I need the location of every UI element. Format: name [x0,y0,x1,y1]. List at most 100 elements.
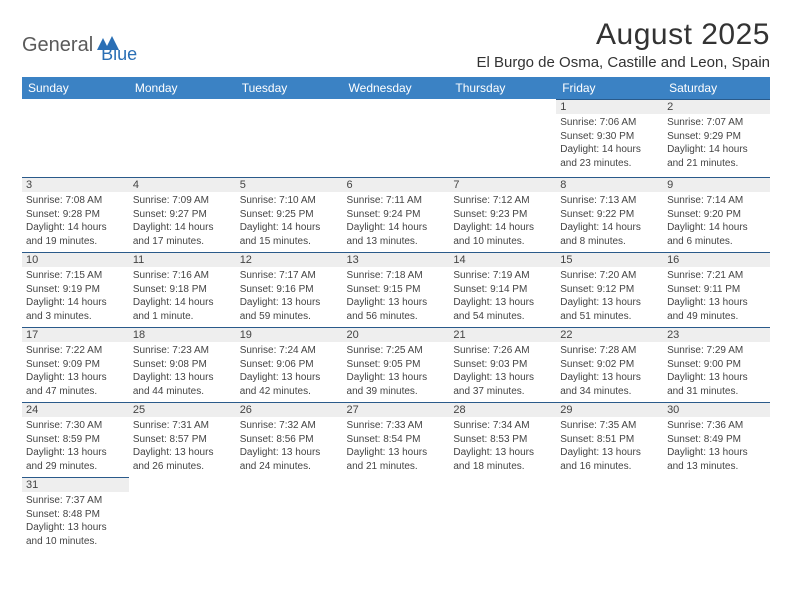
day-number: 16 [663,252,770,267]
sunrise-text: Sunrise: 7:11 AM [347,194,446,208]
empty-cell [449,477,556,555]
sunset-text: Sunset: 9:00 PM [667,358,766,372]
sunrise-text: Sunrise: 7:22 AM [26,344,125,358]
sunset-text: Sunset: 9:14 PM [453,283,552,297]
day-info: Sunrise: 7:19 AMSunset: 9:14 PMDaylight:… [449,267,556,327]
month-title: August 2025 [476,18,770,52]
sunset-text: Sunset: 9:16 PM [240,283,339,297]
daylight-text-2: and 18 minutes. [453,460,552,474]
sunrise-text: Sunrise: 7:28 AM [560,344,659,358]
calendar-cell: 31Sunrise: 7:37 AMSunset: 8:48 PMDayligh… [22,477,129,555]
sunset-text: Sunset: 9:23 PM [453,208,552,222]
daylight-text-2: and 13 minutes. [667,460,766,474]
daylight-text-2: and 13 minutes. [347,235,446,249]
day-info: Sunrise: 7:07 AMSunset: 9:29 PMDaylight:… [663,114,770,174]
daylight-text-1: Daylight: 14 hours [347,221,446,235]
sunset-text: Sunset: 8:53 PM [453,433,552,447]
sunrise-text: Sunrise: 7:34 AM [453,419,552,433]
calendar-cell: 6Sunrise: 7:11 AMSunset: 9:24 PMDaylight… [343,177,450,252]
day-number: 21 [449,327,556,342]
day-number: 29 [556,402,663,417]
calendar-cell [663,477,770,555]
sunset-text: Sunset: 8:49 PM [667,433,766,447]
daylight-text-1: Daylight: 14 hours [560,221,659,235]
sunset-text: Sunset: 9:25 PM [240,208,339,222]
title-block: August 2025 El Burgo de Osma, Castille a… [476,18,770,71]
calendar-cell: 28Sunrise: 7:34 AMSunset: 8:53 PMDayligh… [449,402,556,477]
calendar-cell [236,99,343,177]
empty-cell [449,99,556,177]
calendar-table: Sunday Monday Tuesday Wednesday Thursday… [22,77,770,555]
daylight-text-1: Daylight: 13 hours [26,521,125,535]
day-header: Sunday [22,77,129,99]
calendar-cell [129,477,236,555]
calendar-cell: 17Sunrise: 7:22 AMSunset: 9:09 PMDayligh… [22,327,129,402]
sunrise-text: Sunrise: 7:14 AM [667,194,766,208]
calendar-cell: 16Sunrise: 7:21 AMSunset: 9:11 PMDayligh… [663,252,770,327]
empty-cell [236,99,343,177]
sunrise-text: Sunrise: 7:16 AM [133,269,232,283]
day-number: 18 [129,327,236,342]
sunrise-text: Sunrise: 7:13 AM [560,194,659,208]
day-number: 19 [236,327,343,342]
daylight-text-2: and 15 minutes. [240,235,339,249]
calendar-row: 3Sunrise: 7:08 AMSunset: 9:28 PMDaylight… [22,177,770,252]
calendar-row: 10Sunrise: 7:15 AMSunset: 9:19 PMDayligh… [22,252,770,327]
daylight-text-2: and 24 minutes. [240,460,339,474]
day-number: 7 [449,177,556,192]
day-info: Sunrise: 7:13 AMSunset: 9:22 PMDaylight:… [556,192,663,252]
sunset-text: Sunset: 9:08 PM [133,358,232,372]
daylight-text-2: and 49 minutes. [667,310,766,324]
daylight-text-1: Daylight: 14 hours [133,221,232,235]
day-number: 30 [663,402,770,417]
day-info: Sunrise: 7:14 AMSunset: 9:20 PMDaylight:… [663,192,770,252]
day-number: 12 [236,252,343,267]
sunrise-text: Sunrise: 7:18 AM [347,269,446,283]
daylight-text-2: and 34 minutes. [560,385,659,399]
daylight-text-1: Daylight: 14 hours [133,296,232,310]
sunrise-text: Sunrise: 7:15 AM [26,269,125,283]
daylight-text-1: Daylight: 13 hours [347,446,446,460]
daylight-text-2: and 21 minutes. [667,157,766,171]
daylight-text-2: and 47 minutes. [26,385,125,399]
day-info: Sunrise: 7:29 AMSunset: 9:00 PMDaylight:… [663,342,770,402]
day-number: 20 [343,327,450,342]
daylight-text-1: Daylight: 14 hours [667,143,766,157]
sunset-text: Sunset: 9:09 PM [26,358,125,372]
daylight-text-2: and 37 minutes. [453,385,552,399]
sunset-text: Sunset: 9:06 PM [240,358,339,372]
daylight-text-1: Daylight: 13 hours [667,371,766,385]
daylight-text-1: Daylight: 14 hours [667,221,766,235]
calendar-cell: 10Sunrise: 7:15 AMSunset: 9:19 PMDayligh… [22,252,129,327]
sunrise-text: Sunrise: 7:33 AM [347,419,446,433]
day-info: Sunrise: 7:22 AMSunset: 9:09 PMDaylight:… [22,342,129,402]
day-info: Sunrise: 7:25 AMSunset: 9:05 PMDaylight:… [343,342,450,402]
day-info: Sunrise: 7:21 AMSunset: 9:11 PMDaylight:… [663,267,770,327]
daylight-text-2: and 51 minutes. [560,310,659,324]
sunrise-text: Sunrise: 7:35 AM [560,419,659,433]
sunset-text: Sunset: 9:29 PM [667,130,766,144]
calendar-cell [343,477,450,555]
calendar-cell [343,99,450,177]
calendar-row: 17Sunrise: 7:22 AMSunset: 9:09 PMDayligh… [22,327,770,402]
day-info: Sunrise: 7:06 AMSunset: 9:30 PMDaylight:… [556,114,663,174]
logo-text-blue: Blue [101,44,137,65]
day-number: 25 [129,402,236,417]
daylight-text-1: Daylight: 13 hours [667,446,766,460]
day-number: 28 [449,402,556,417]
daylight-text-2: and 44 minutes. [133,385,232,399]
day-number: 2 [663,99,770,114]
daylight-text-1: Daylight: 14 hours [240,221,339,235]
calendar-cell: 9Sunrise: 7:14 AMSunset: 9:20 PMDaylight… [663,177,770,252]
day-number: 4 [129,177,236,192]
day-number: 1 [556,99,663,114]
sunrise-text: Sunrise: 7:25 AM [347,344,446,358]
sunrise-text: Sunrise: 7:30 AM [26,419,125,433]
daylight-text-1: Daylight: 13 hours [453,296,552,310]
day-header: Tuesday [236,77,343,99]
day-number: 3 [22,177,129,192]
daylight-text-2: and 23 minutes. [560,157,659,171]
sunset-text: Sunset: 9:28 PM [26,208,125,222]
day-number: 8 [556,177,663,192]
calendar-body: 1Sunrise: 7:06 AMSunset: 9:30 PMDaylight… [22,99,770,555]
